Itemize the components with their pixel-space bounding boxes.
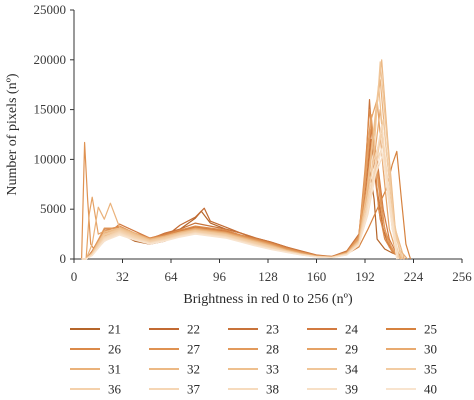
legend: 21 22 23 24 25 26 27 28 29 30 31 32 33 34 35 36 37 38 39 40 — [70, 322, 437, 397]
x-axis-ticks: 0 32 64 96 128 160 192 224 256 — [71, 259, 472, 284]
legend-label-32: 32 — [187, 362, 200, 377]
y-tick-label: 0 — [60, 251, 67, 266]
legend-label-24: 24 — [345, 322, 359, 337]
x-tick-label: 256 — [452, 269, 472, 284]
y-tick-label: 20000 — [34, 52, 67, 67]
y-tick-label: 10000 — [34, 151, 67, 166]
legend-label-40: 40 — [424, 382, 437, 397]
x-tick-label: 0 — [71, 269, 78, 284]
legend-label-39: 39 — [345, 382, 358, 397]
y-axis-title: Number of pixels (nº) — [5, 73, 20, 195]
legend-label-22: 22 — [187, 322, 200, 337]
series-line-40 — [81, 148, 398, 260]
legend-label-38: 38 — [266, 382, 279, 397]
legend-label-31: 31 — [108, 362, 121, 377]
x-tick-label: 192 — [355, 269, 375, 284]
x-tick-label: 224 — [404, 269, 424, 284]
legend-label-28: 28 — [266, 342, 279, 357]
series-lines — [81, 59, 412, 260]
x-tick-label: 128 — [258, 269, 278, 284]
x-tick-label: 64 — [165, 269, 179, 284]
legend-label-35: 35 — [424, 362, 437, 377]
y-axis-ticks: 0 5000 10000 15000 20000 25000 — [34, 2, 74, 266]
legend-label-34: 34 — [345, 362, 359, 377]
legend-label-30: 30 — [424, 342, 437, 357]
legend-label-27: 27 — [187, 342, 201, 357]
series-line-39 — [81, 153, 399, 260]
y-tick-label: 15000 — [34, 102, 67, 117]
legend-label-37: 37 — [187, 382, 201, 397]
x-tick-label: 32 — [116, 269, 129, 284]
x-tick-label: 160 — [307, 269, 327, 284]
legend-label-25: 25 — [424, 322, 437, 337]
legend-label-26: 26 — [108, 342, 122, 357]
y-tick-label: 5000 — [40, 201, 66, 216]
legend-label-21: 21 — [108, 322, 121, 337]
x-axis-title: Brightness in red 0 to 256 (nº) — [183, 292, 353, 307]
legend-label-23: 23 — [266, 322, 279, 337]
legend-label-33: 33 — [266, 362, 279, 377]
legend-label-29: 29 — [345, 342, 358, 357]
x-tick-label: 96 — [213, 269, 227, 284]
legend-label-36: 36 — [108, 382, 122, 397]
y-tick-label: 25000 — [34, 2, 67, 17]
